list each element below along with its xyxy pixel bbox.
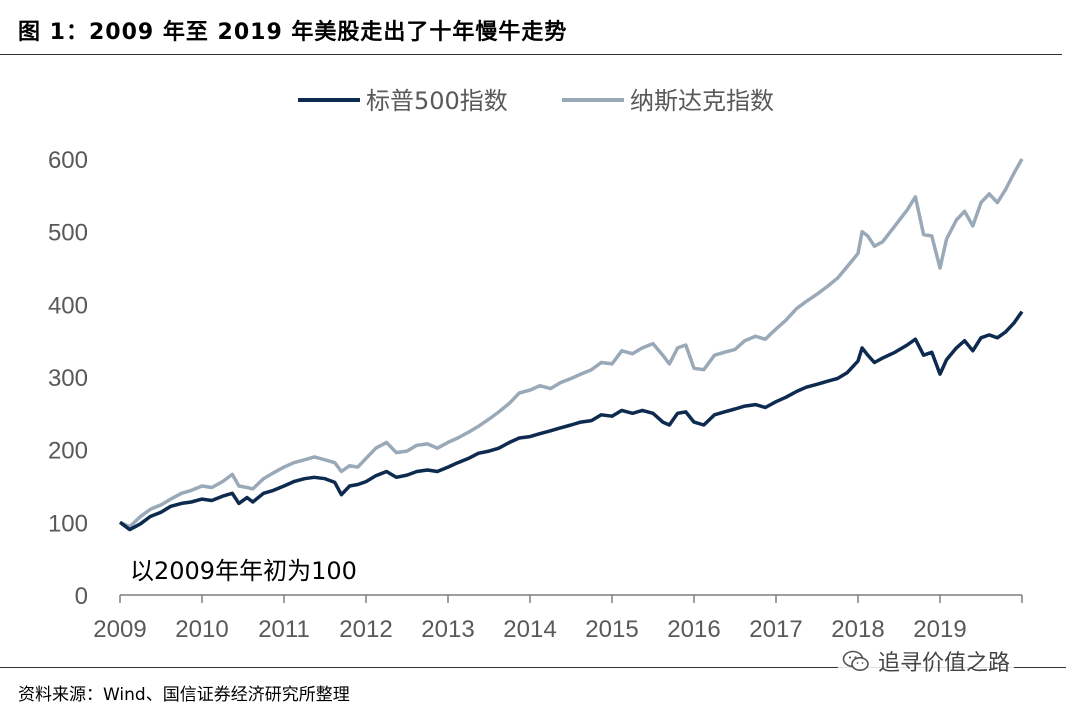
y-tick-label: 500 (48, 220, 88, 247)
wechat-icon (842, 650, 869, 671)
x-axis: 2009 2010 2011 2012 2013 2014 2015 2016 2017 2018… (93, 594, 1023, 643)
x-tick-label: 2019 (913, 616, 966, 643)
series-layer (118, 158, 1024, 532)
y-axis: 0 100 200 300 400 500 600 (48, 147, 88, 610)
footer-divider (0, 667, 1066, 668)
y-tick-label: 200 (48, 438, 88, 465)
x-tick-label: 2011 (258, 616, 310, 643)
chart-annotation: 以2009年年初为100 (130, 557, 357, 585)
x-tick-label: 2018 (831, 616, 884, 643)
watermark-text: 追寻价值之路 (878, 651, 1011, 676)
series-line-nasdaq (119, 158, 1024, 529)
x-tick-label: 2017 (749, 616, 802, 643)
series-line-sp500 (118, 310, 1024, 532)
figure-title: 图 1：2009 年至 2019 年美股走出了十年慢牛走势 (18, 20, 568, 45)
y-tick-label: 0 (75, 583, 88, 610)
legend-label: 纳斯达克指数 (630, 87, 774, 115)
y-tick-label: 600 (48, 147, 88, 174)
title-bar: 图 1：2009 年至 2019 年美股走出了十年慢牛走势 (0, 0, 1062, 55)
x-tick-label: 2015 (585, 616, 638, 643)
x-tick-label: 2014 (503, 616, 556, 643)
source-note: 资料来源：Wind、国信证券经济研究所整理 (18, 685, 350, 705)
legend-label: 标普500指数 (366, 87, 508, 115)
chart-legend: 标普500指数 纳斯达克指数 (298, 87, 774, 115)
x-tick-label: 2010 (175, 616, 228, 643)
x-tick-label: 2009 (93, 616, 146, 643)
y-tick-label: 100 (48, 510, 88, 537)
x-tick-label: 2013 (421, 616, 474, 643)
x-tick-label: 2016 (667, 616, 720, 643)
y-tick-label: 400 (48, 292, 88, 319)
x-tick-label: 2012 (339, 616, 392, 643)
y-tick-label: 300 (48, 365, 88, 392)
watermark: 追寻价值之路 (838, 645, 1015, 677)
